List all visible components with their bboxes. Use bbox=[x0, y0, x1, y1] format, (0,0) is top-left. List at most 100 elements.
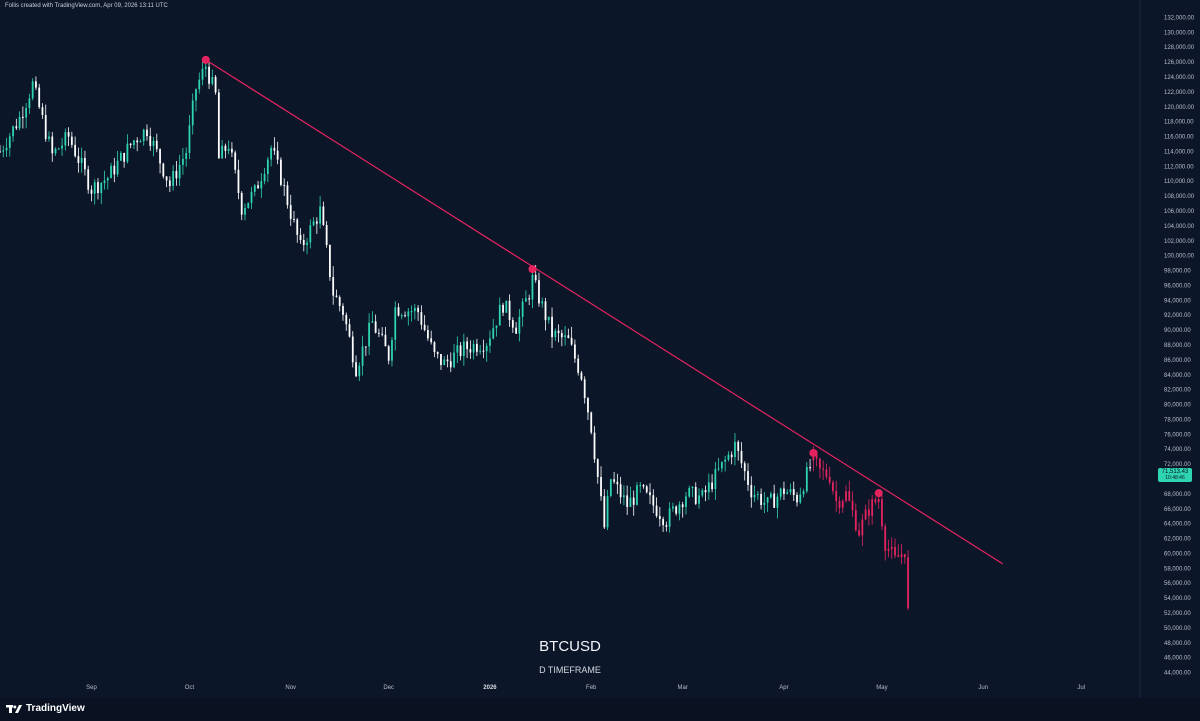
price-candle bbox=[567, 328, 570, 339]
price-candle bbox=[244, 203, 246, 221]
price-candle bbox=[185, 147, 188, 167]
price-tick-label: 122,000.00 bbox=[1164, 90, 1195, 96]
projection-layer bbox=[812, 446, 909, 611]
trendline-touch-point bbox=[528, 265, 537, 274]
price-tick-label: 128,000.00 bbox=[1164, 45, 1195, 51]
projection-candle bbox=[874, 496, 877, 505]
price-candle bbox=[685, 491, 687, 515]
price-candle bbox=[67, 127, 70, 146]
price-candle bbox=[413, 303, 416, 320]
price-tick-label: 108,000.00 bbox=[1164, 194, 1195, 200]
time-tick-label: Jul bbox=[1077, 685, 1085, 691]
price-candle bbox=[0, 145, 1, 153]
price-axis: 44,000.00 46,000.00 48,000.00 50,000.00 52,0… bbox=[1164, 15, 1195, 676]
time-tick-label: Nov bbox=[285, 685, 296, 691]
price-candle bbox=[786, 489, 789, 495]
price-candle bbox=[384, 326, 387, 347]
price-tick-label: 102,000.00 bbox=[1164, 239, 1195, 245]
price-candle bbox=[688, 485, 691, 499]
symbol-watermark: BTCUSD bbox=[539, 638, 601, 655]
projection-candle bbox=[838, 496, 841, 514]
price-candle bbox=[446, 354, 449, 368]
projection-candle bbox=[828, 466, 831, 485]
price-candle bbox=[93, 179, 96, 205]
price-candle bbox=[315, 217, 318, 234]
price-candle bbox=[433, 341, 436, 358]
price-candle bbox=[564, 325, 566, 346]
price-candle bbox=[208, 62, 210, 89]
projection-candle bbox=[890, 537, 893, 559]
price-candle bbox=[8, 133, 11, 157]
price-tick-label: 116,000.00 bbox=[1164, 135, 1194, 141]
projection-candle bbox=[881, 490, 883, 531]
price-candle bbox=[191, 93, 194, 135]
price-candle bbox=[348, 318, 351, 338]
price-candle bbox=[642, 483, 645, 489]
price-candle bbox=[730, 451, 733, 465]
price-tick-label: 76,000.00 bbox=[1164, 432, 1191, 438]
price-candle bbox=[783, 481, 785, 501]
price-candle bbox=[146, 124, 148, 141]
price-candle bbox=[178, 154, 181, 186]
price-candle bbox=[773, 484, 776, 509]
price-tick-label: 130,000.00 bbox=[1164, 30, 1195, 36]
price-tick-label: 104,000.00 bbox=[1164, 224, 1195, 230]
trendline-touch-point bbox=[201, 55, 210, 64]
price-candle bbox=[257, 180, 259, 189]
price-tick-label: 114,000.00 bbox=[1164, 149, 1194, 155]
price-candle bbox=[126, 134, 129, 164]
price-tick-label: 54,000.00 bbox=[1164, 596, 1191, 602]
price-candle bbox=[61, 137, 63, 156]
price-candle bbox=[769, 491, 772, 499]
price-candle bbox=[525, 290, 527, 302]
price-tick-label: 86,000.00 bbox=[1164, 358, 1191, 364]
tradingview-logo[interactable]: TradingView bbox=[6, 703, 85, 714]
price-candle bbox=[90, 185, 93, 202]
price-candle bbox=[51, 132, 54, 162]
price-candle bbox=[639, 481, 642, 493]
price-candle bbox=[407, 307, 410, 326]
price-candle bbox=[809, 458, 811, 472]
price-candle bbox=[547, 316, 550, 324]
price-chart[interactable]: 44,000.00 46,000.00 48,000.00 50,000.00 52,0… bbox=[0, 0, 1200, 698]
price-candle bbox=[133, 139, 135, 150]
price-candle bbox=[711, 474, 713, 493]
price-candle bbox=[182, 148, 184, 175]
price-candle bbox=[253, 184, 256, 197]
price-candle bbox=[747, 463, 749, 491]
price-candle bbox=[361, 335, 364, 376]
price-candle bbox=[574, 339, 576, 363]
price-candle bbox=[152, 137, 155, 157]
price-candle bbox=[668, 502, 671, 533]
price-candle bbox=[423, 315, 426, 332]
price-candle bbox=[420, 305, 423, 330]
price-candle bbox=[802, 488, 805, 498]
price-candle bbox=[113, 157, 116, 183]
price-candle bbox=[270, 145, 273, 167]
price-candle bbox=[649, 483, 651, 505]
price-candle bbox=[342, 303, 344, 321]
price-candle bbox=[38, 83, 41, 109]
price-candle bbox=[655, 497, 658, 518]
price-candle bbox=[750, 476, 753, 508]
price-candle bbox=[531, 268, 534, 309]
price-candle bbox=[436, 351, 439, 359]
price-candle bbox=[276, 141, 279, 165]
price-candle bbox=[792, 481, 795, 502]
price-candle bbox=[587, 396, 589, 421]
price-tick-label: 68,000.00 bbox=[1164, 492, 1191, 498]
time-tick-label: Apr bbox=[779, 685, 788, 691]
price-candle bbox=[580, 370, 583, 382]
price-candle bbox=[35, 76, 37, 91]
trendline-touch-point bbox=[874, 489, 883, 498]
candle-layer bbox=[0, 56, 811, 533]
price-candle bbox=[217, 88, 220, 159]
price-candle bbox=[626, 485, 629, 516]
price-tick-label: 132,000.00 bbox=[1164, 15, 1195, 21]
price-candle bbox=[704, 485, 707, 502]
price-candle bbox=[322, 201, 325, 226]
price-candle bbox=[551, 307, 553, 349]
price-candle bbox=[756, 491, 759, 500]
price-candle bbox=[312, 217, 315, 227]
